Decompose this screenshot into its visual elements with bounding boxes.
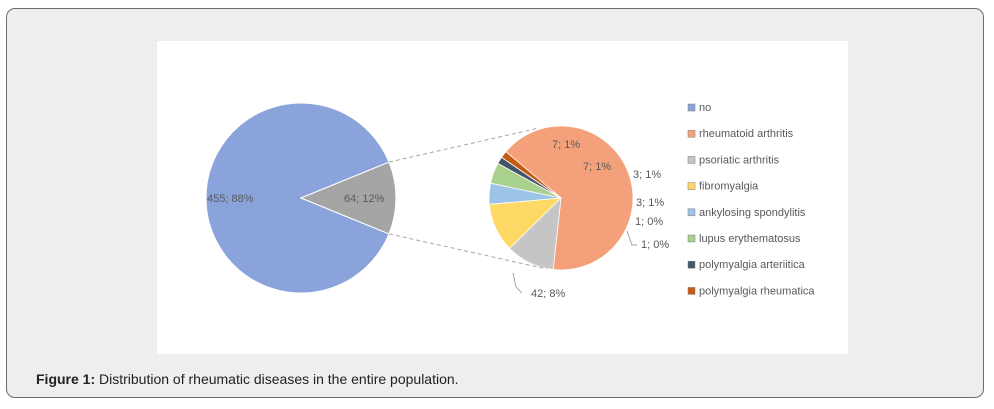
leader-line-rheumatoid-arthritis bbox=[512, 272, 523, 294]
pie-data-label-no: 455; 88% bbox=[207, 193, 254, 205]
figure-caption: Figure 1: Distribution of rheumatic dise… bbox=[36, 371, 459, 387]
caption-text: Distribution of rheumatic diseases in th… bbox=[99, 371, 459, 387]
figure-frame: 455; 88% 64; 12% 42; 8% 7; 1% 7; 1% 3; 1% 3; 1… bbox=[6, 8, 984, 398]
legend-label-fibromyalgia: fibromyalgia bbox=[699, 181, 759, 193]
pie2-data-label-psoriatic-arthritis: 7; 1% bbox=[552, 139, 580, 151]
pie-of-pie-chart: 455; 88% 64; 12% 42; 8% 7; 1%7; 1% 3; 1% 3; 1… bbox=[205, 102, 815, 300]
pie2-slice-polymyalgia-rheumatica bbox=[501, 151, 562, 199]
legend-label-rheumatoid-arthritis: rheumatoid arthritis bbox=[699, 128, 794, 140]
legend-label-psoriatic-arthritis: psoriatic arthritis bbox=[699, 154, 780, 166]
leader-line-polymyalgia-rheumatica bbox=[626, 230, 637, 246]
pie-slice-other bbox=[299, 161, 397, 235]
pie2-data-label-polymyalgia-rheumatica: 1; 0% bbox=[641, 239, 669, 251]
legend-label-ankylosing-spondylitis: ankylosing spondylitis bbox=[699, 207, 806, 219]
legend-swatch-polymyalgia-rheumatica bbox=[687, 287, 696, 295]
legend-label-no: no bbox=[699, 102, 711, 114]
pie2-data-label-ankylosing-spondylitis: 3; 1% bbox=[633, 169, 661, 181]
connector-line-bottom bbox=[388, 233, 548, 270]
pie-slice-no bbox=[205, 102, 390, 294]
legend-swatch-rheumatoid-arthritis bbox=[687, 129, 696, 138]
legend-swatch-psoriatic-arthritis bbox=[687, 156, 696, 164]
pie2-data-label-polymyalgia-arteriitica: 1; 0% bbox=[635, 216, 663, 228]
legend-label-lupus-erythematosus: lupus erythematosus bbox=[699, 233, 801, 245]
chart-area: 455; 88% 64; 12% 42; 8% 7; 1% 7; 1% 3; 1% 3; 1… bbox=[157, 41, 848, 354]
legend-swatch-fibromyalgia bbox=[687, 182, 696, 190]
caption-label: Figure 1: bbox=[36, 371, 96, 387]
legend-swatch-ankylosing-spondylitis bbox=[687, 208, 696, 217]
legend-label-polymyalgia-arteriitica: polymyalgia arteriitica bbox=[699, 259, 806, 271]
pie2-slice-rheumatoid-arthritis bbox=[505, 125, 634, 271]
legend-label-polymyalgia-rheumatica: polymyalgia rheumatica bbox=[699, 285, 815, 297]
legend-swatch-no bbox=[687, 103, 696, 112]
pie-data-label-other: 64; 12% bbox=[344, 193, 385, 205]
legend-swatch-lupus-erythematosus bbox=[687, 234, 696, 243]
pie2-data-label-fibromyalgia: 7; 1% bbox=[583, 161, 611, 173]
legend-swatch-polymyalgia-arteriitica bbox=[687, 260, 696, 269]
pie2-data-label-rheumatoid-arthritis: 42; 8% bbox=[531, 288, 565, 300]
connector-line-top bbox=[388, 127, 540, 163]
pie2-data-label-lupus-erythematosus: 3; 1% bbox=[636, 197, 664, 209]
